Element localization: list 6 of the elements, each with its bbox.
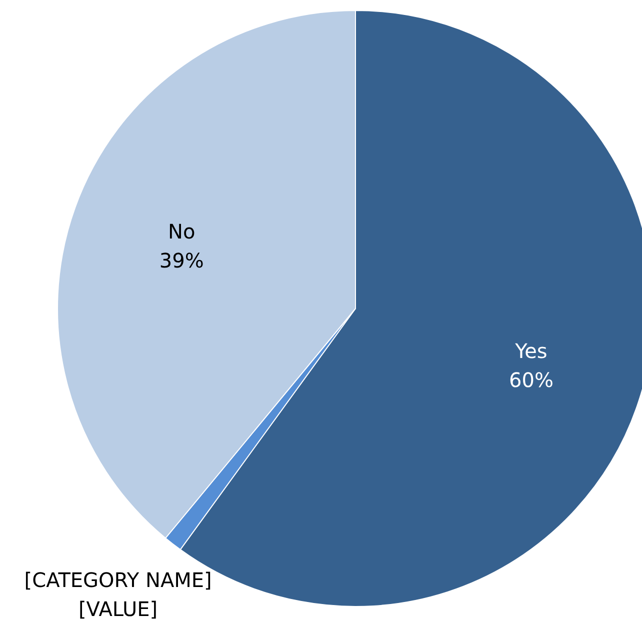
data-label: 60%	[508, 368, 554, 392]
slice-label: Yes	[514, 339, 548, 364]
data-label: 39%	[159, 248, 204, 272]
slice-label: No	[168, 220, 196, 244]
slice-label: [CATEGORY NAME]	[24, 568, 212, 592]
data-label: [VALUE]	[78, 596, 158, 621]
